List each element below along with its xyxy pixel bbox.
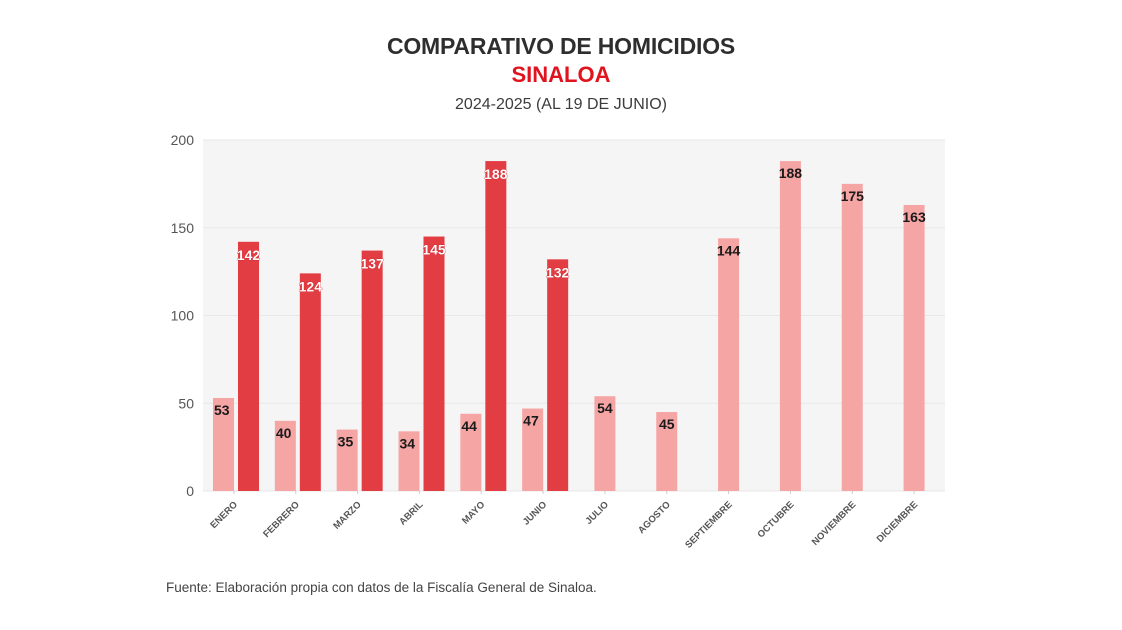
- data-labels: 53 142 40 124 35 137 34 145 44 188 47 132 54 45 144 188…: [214, 165, 926, 451]
- data-label-2025: 137: [360, 256, 384, 272]
- chart-title: COMPARATIVO DE HOMICIDIOS: [386, 33, 736, 59]
- data-label-2024: 53: [214, 402, 230, 418]
- x-tick-label: JUNIO: [521, 499, 549, 527]
- x-tick-label: MAYO: [460, 499, 487, 526]
- data-label-2024: 40: [276, 425, 292, 441]
- data-label-2024: 47: [523, 413, 539, 429]
- x-tick-label: AGOSTO: [636, 499, 673, 536]
- data-label-2025: 145: [422, 242, 446, 258]
- bar-2025-enero: [238, 241, 259, 491]
- x-tick-label: MARZO: [331, 499, 363, 531]
- data-label-2024: 35: [338, 434, 354, 450]
- y-tick-label: 100: [171, 308, 195, 324]
- bar-2025-abril: [423, 236, 445, 491]
- x-tick-label: DICIEMBRE: [875, 499, 920, 544]
- x-tick-label: OCTUBRE: [756, 499, 797, 540]
- chart-subtitle: SINALOA: [511, 62, 611, 87]
- x-axis: ENERO FEBRERO MARZO ABRIL MAYO JUNIO JULIO AGOS…: [208, 491, 920, 551]
- bar-2024-junio: [522, 408, 544, 491]
- bar-2024-diciembre: [903, 204, 925, 491]
- bar-2025-febrero: [299, 273, 321, 491]
- bar-2024-octubre: [779, 161, 801, 491]
- bar-2024-marzo: [336, 429, 358, 491]
- data-label-2025: 124: [299, 278, 323, 294]
- y-tick-label: 200: [171, 132, 195, 148]
- data-label-2024: 144: [717, 242, 741, 258]
- y-axis: 0 50 100 150 200: [171, 132, 195, 499]
- bar-2024-julio: [594, 396, 616, 491]
- bar-2024-mayo: [460, 413, 482, 491]
- bar-2024-agosto: [656, 412, 678, 491]
- source-note: Fuente: Elaboración propia con datos de …: [166, 580, 597, 595]
- x-tick-label: FEBRERO: [261, 499, 302, 540]
- data-label-2025: 142: [237, 247, 261, 263]
- data-label-2024: 45: [659, 416, 675, 432]
- gridlines: [203, 139, 945, 492]
- data-label-2024: 54: [597, 400, 613, 416]
- data-label-2025: 188: [484, 166, 508, 182]
- data-label-2024: 188: [779, 165, 803, 181]
- x-tick-label: NOVIEMBRE: [810, 499, 858, 547]
- data-label-2025: 132: [546, 264, 570, 280]
- x-tick-label: ENERO: [208, 499, 240, 531]
- x-tick-label: SEPTIEMBRE: [683, 499, 734, 550]
- bar-2024-febrero: [274, 420, 296, 491]
- bar-2024-noviembre: [841, 183, 863, 491]
- bar-2025-junio: [547, 259, 569, 491]
- bar-2025-marzo: [361, 250, 383, 491]
- bar-2024-septiembre: [718, 238, 740, 491]
- data-label-2024: 175: [841, 188, 865, 204]
- x-tick-label: ABRIL: [397, 499, 425, 527]
- bar-2024-abril: [398, 431, 420, 491]
- data-label-2024: 34: [400, 435, 416, 451]
- x-tick-label: JULIO: [583, 499, 611, 527]
- bar-2025-mayo: [485, 161, 507, 491]
- y-tick-label: 0: [186, 483, 194, 499]
- y-tick-label: 50: [178, 395, 194, 411]
- bars: [213, 161, 925, 491]
- y-tick-label: 150: [171, 220, 195, 236]
- data-label-2024: 44: [461, 418, 477, 434]
- chart-period: 2024-2025 (AL 19 DE JUNIO): [455, 96, 667, 113]
- bar-2024-enero: [213, 397, 234, 491]
- data-label-2024: 163: [902, 209, 926, 225]
